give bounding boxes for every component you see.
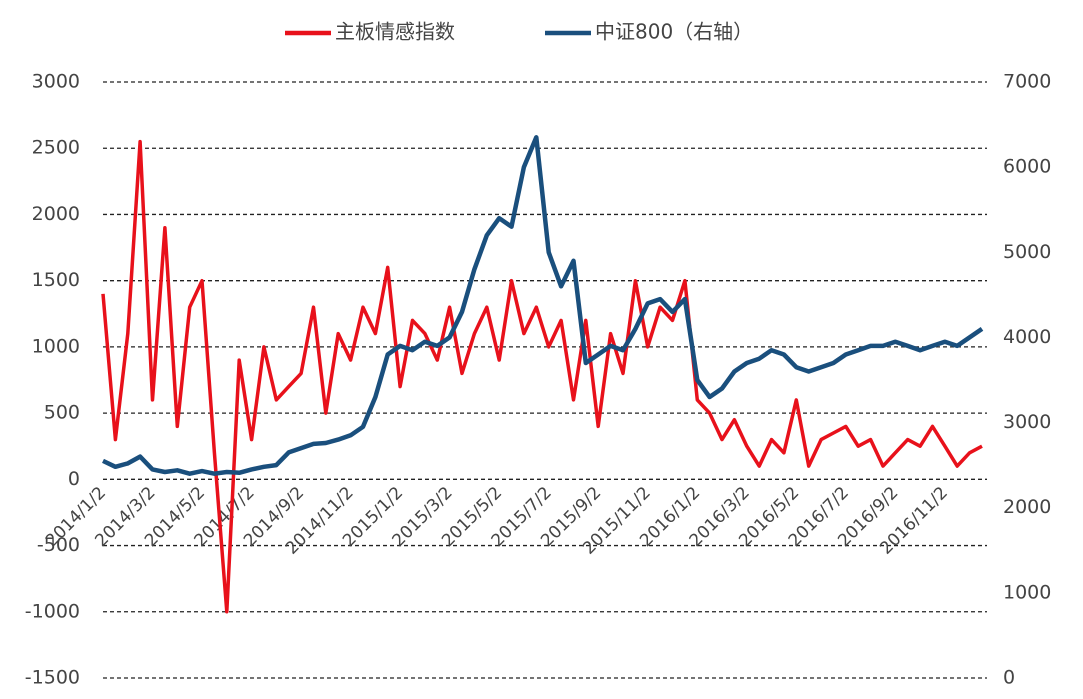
y2-tick-label: 0 xyxy=(1003,667,1015,689)
y2-tick-label: 1000 xyxy=(1003,581,1051,603)
y-tick-label: -1000 xyxy=(25,600,80,622)
y-tick-label: 500 xyxy=(44,402,80,424)
y-tick-label: 1000 xyxy=(32,335,80,357)
series-line xyxy=(101,139,983,614)
y2-tick-label: 3000 xyxy=(1003,411,1051,433)
series-line xyxy=(102,135,984,476)
legend-label: 主板情感指数 xyxy=(335,20,455,44)
y2-tick-label: 4000 xyxy=(1003,326,1051,348)
y-tick-label: 0 xyxy=(68,468,80,490)
y2-tick-label: 6000 xyxy=(1003,156,1051,178)
y-tick-label: 2500 xyxy=(32,137,80,159)
y-tick-label: 3000 xyxy=(32,71,80,93)
y2-tick-label: 7000 xyxy=(1003,71,1051,93)
y2-tick-label: 5000 xyxy=(1003,241,1051,263)
y-tick-label: 1500 xyxy=(32,269,80,291)
y-tick-label: -1500 xyxy=(25,667,80,689)
y2-tick-label: 2000 xyxy=(1003,496,1051,518)
y-tick-label: 2000 xyxy=(32,203,80,225)
legend-label: 中证800（右轴） xyxy=(595,20,753,44)
y-tick-label: -500 xyxy=(37,534,80,556)
